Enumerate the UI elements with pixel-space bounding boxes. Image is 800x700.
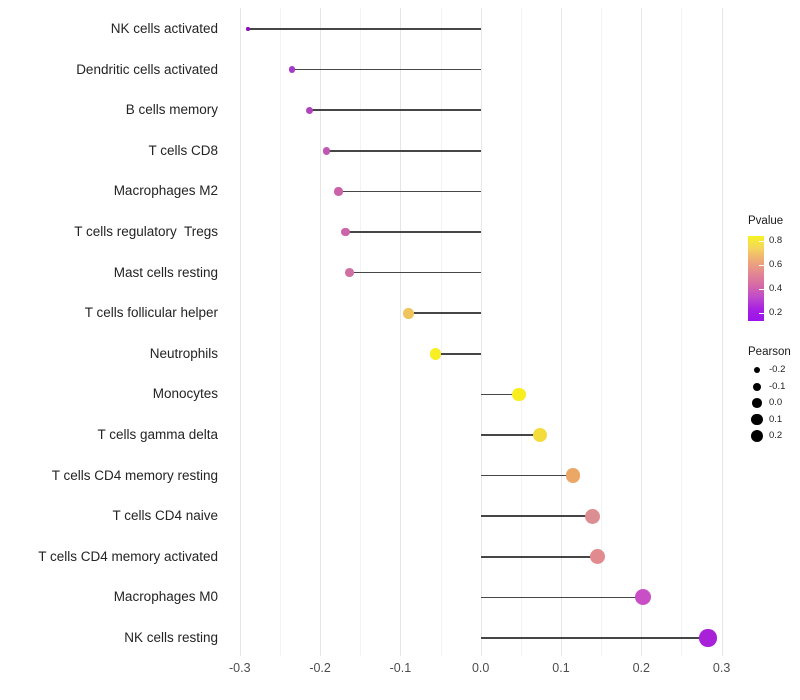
y-axis-label: T cells CD4 memory resting bbox=[51, 467, 218, 483]
pvalue-bar-tick bbox=[759, 265, 764, 267]
lollipop-dot bbox=[565, 468, 581, 483]
lollipop-dot bbox=[345, 268, 355, 277]
lollipop-dot bbox=[322, 146, 331, 155]
pvalue-tick-label: 0.8 bbox=[769, 235, 783, 247]
y-axis-label: Macrophages M2 bbox=[113, 183, 218, 199]
lollipop-dot bbox=[306, 106, 314, 114]
pearson-legend-dot bbox=[752, 398, 762, 408]
lollipop-stem bbox=[408, 312, 481, 314]
x-tick-label: 0.2 bbox=[632, 661, 650, 675]
y-axis-label: Neutrophils bbox=[149, 345, 218, 361]
major-gridline bbox=[480, 8, 482, 656]
x-tick-label: 0.0 bbox=[471, 661, 490, 675]
y-axis-label: T cells regulatory Tregs bbox=[74, 224, 218, 239]
pearson-tick-label: 0.2 bbox=[769, 430, 783, 441]
pvalue-tick-label: 0.2 bbox=[769, 307, 783, 319]
pvalue-bar-tick bbox=[759, 289, 764, 291]
pvalue-tick-label: 0.4 bbox=[769, 283, 783, 295]
pearson-tick-label: 0.0 bbox=[769, 397, 783, 408]
y-axis-label: T cells CD4 naive bbox=[112, 508, 218, 524]
lollipop-stem bbox=[349, 271, 481, 274]
minor-gridline bbox=[360, 8, 362, 656]
lollipop-stem bbox=[480, 515, 593, 517]
lollipop-dot bbox=[334, 187, 343, 196]
pearson-legend-dot bbox=[750, 429, 764, 443]
y-axis-label: B cells memory bbox=[125, 102, 218, 118]
lollipop-dot bbox=[584, 508, 600, 524]
y-axis-label: NK cells resting bbox=[124, 630, 218, 645]
plot-panel bbox=[225, 8, 745, 656]
lollipop-stem bbox=[480, 434, 541, 436]
legend-pvalue-title: Pvalue bbox=[748, 215, 784, 227]
pearson-legend-dot bbox=[751, 413, 763, 426]
legend-pearson-title: Pearson bbox=[748, 346, 791, 358]
minor-gridline bbox=[681, 8, 683, 656]
x-tick-label: 0.3 bbox=[712, 661, 731, 675]
lollipop-stem bbox=[480, 596, 643, 599]
pvalue-gradient-bar bbox=[748, 236, 764, 321]
major-gridline bbox=[641, 8, 643, 656]
x-tick-label: 0.1 bbox=[552, 661, 570, 675]
lollipop-stem bbox=[338, 190, 481, 193]
lollipop-dot bbox=[589, 549, 605, 565]
y-axis-label: T cells gamma delta bbox=[97, 427, 218, 442]
lollipop-stem bbox=[480, 637, 708, 639]
lollipop-stem bbox=[291, 68, 481, 71]
pearson-legend-dot bbox=[753, 366, 761, 374]
pvalue-bar-tick bbox=[759, 313, 764, 315]
pearson-tick-label: 0.1 bbox=[769, 413, 783, 425]
lollipop-dot bbox=[430, 348, 442, 360]
minor-gridline bbox=[279, 8, 281, 656]
lollipop-stem bbox=[309, 109, 481, 111]
lollipop-stem bbox=[480, 474, 574, 477]
y-axis-label: T cells follicular helper bbox=[84, 305, 218, 321]
major-gridline bbox=[239, 8, 241, 656]
lollipop-dot bbox=[341, 227, 351, 237]
pearson-tick-label: -0.1 bbox=[769, 380, 786, 392]
pearson-tick-label: -0.2 bbox=[769, 364, 786, 375]
y-axis-label: T cells CD4 memory activated bbox=[38, 548, 218, 564]
lollipop-dot bbox=[403, 307, 414, 319]
lollipop-dot bbox=[699, 629, 717, 647]
lollipop-stem bbox=[345, 231, 481, 233]
lollipop-stem bbox=[247, 28, 481, 30]
lollipop-dot bbox=[533, 427, 548, 442]
pvalue-bar-tick bbox=[759, 241, 764, 243]
lollipop-dot bbox=[246, 27, 250, 31]
lollipop-stem bbox=[480, 393, 520, 396]
major-gridline bbox=[400, 8, 402, 656]
y-axis-label: NK cells activated bbox=[110, 21, 218, 36]
y-axis-label: T cells CD8 bbox=[148, 142, 218, 158]
lollipop-stem bbox=[435, 353, 481, 355]
lollipop-stem bbox=[326, 150, 481, 152]
y-axis-label: Monocytes bbox=[152, 386, 218, 402]
minor-gridline bbox=[601, 8, 603, 656]
pvalue-tick-label: 0.6 bbox=[769, 259, 783, 271]
lollipop-dot bbox=[288, 66, 296, 73]
x-tick-label: -0.2 bbox=[309, 661, 331, 675]
minor-gridline bbox=[520, 8, 522, 656]
lollipop-stem bbox=[480, 556, 598, 558]
y-axis-label: Macrophages M0 bbox=[113, 589, 218, 605]
major-gridline bbox=[721, 8, 723, 656]
y-axis-label: Mast cells resting bbox=[113, 264, 218, 280]
x-tick-label: -0.3 bbox=[229, 661, 251, 675]
pearson-legend-dot bbox=[753, 382, 761, 391]
lollipop-dot bbox=[512, 387, 526, 402]
y-axis-label: Dendritic cells activated bbox=[76, 61, 218, 77]
x-tick-label: -0.1 bbox=[389, 661, 412, 675]
major-gridline bbox=[320, 8, 322, 656]
lollipop-dot bbox=[634, 589, 651, 606]
minor-gridline bbox=[440, 8, 442, 656]
major-gridline bbox=[561, 8, 562, 656]
